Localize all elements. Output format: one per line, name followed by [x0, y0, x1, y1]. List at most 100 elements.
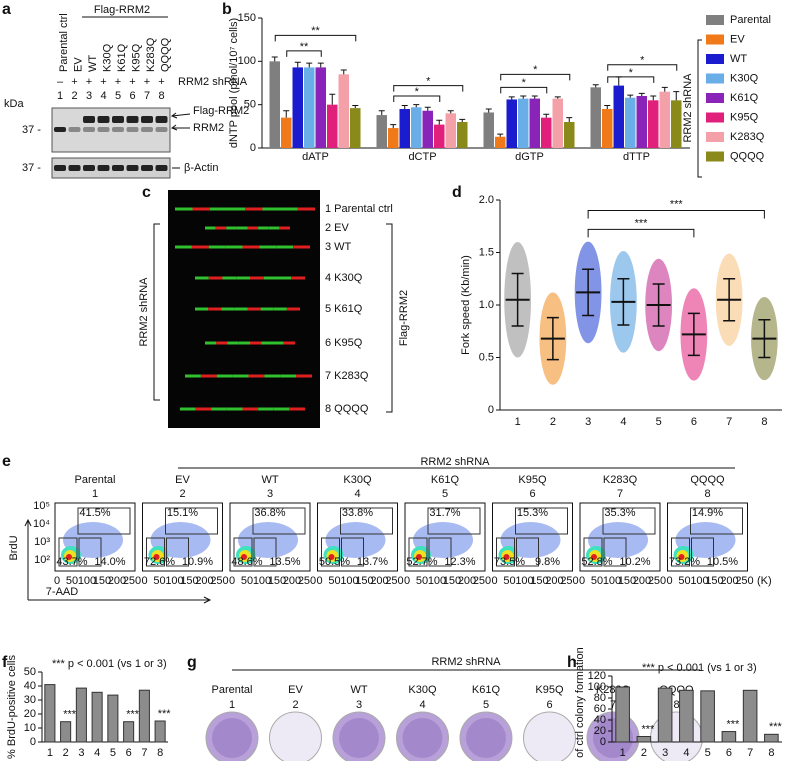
header: Flag-RRM2 [94, 4, 150, 16]
error-bar [592, 84, 599, 88]
legend-label: K61Q [730, 92, 759, 104]
bar [138, 689, 150, 743]
x-tick-label: 200 [545, 575, 563, 587]
error-bar [604, 105, 611, 109]
x-tick-label: 250 [648, 575, 666, 587]
well-number: 7 [610, 699, 616, 711]
band [112, 116, 124, 123]
x-tick-label: 200 [108, 575, 126, 587]
bar-label: *** [126, 709, 140, 721]
gate [252, 507, 306, 535]
x-tick-label: 0 [404, 575, 410, 587]
y-tick-label: 1.0 [479, 299, 494, 311]
gate [427, 507, 481, 535]
x-tick-label: 4 [683, 747, 689, 759]
bar [615, 686, 630, 743]
gate [408, 537, 428, 567]
gate-percent: 50.5% [319, 556, 350, 568]
bar [315, 67, 327, 148]
x-tick-label: 250 [123, 575, 141, 587]
flow-cloud [66, 554, 72, 560]
title: RRM2 shRNA [431, 656, 501, 668]
x-tick-label: 100 [428, 575, 446, 587]
bar [541, 117, 552, 148]
shrna-sign: + [100, 76, 106, 88]
x-tick-label: 3 [662, 747, 668, 759]
band [83, 116, 95, 123]
x-tick-label: 8 [768, 747, 774, 759]
bar [613, 85, 624, 148]
x-tick-label: 200 [283, 575, 301, 587]
y-tick-label: 10⁵ [33, 500, 50, 512]
bar [483, 112, 494, 148]
gate [671, 537, 690, 567]
x-tick-label: 200 [633, 575, 651, 587]
y-tick-label: 0.5 [479, 351, 494, 363]
error-bar [459, 118, 466, 122]
significance: * [640, 55, 645, 67]
well-name: WT [350, 684, 367, 696]
x-tick-label: 50 [416, 575, 428, 587]
bar [517, 98, 529, 148]
gate [690, 507, 743, 535]
marker: 37 - [22, 124, 41, 136]
significance: *** [670, 198, 684, 210]
x-unit: (K) [757, 575, 772, 587]
bar [280, 117, 292, 148]
legend-label: K30Q [730, 72, 759, 84]
lane-number: 1 [57, 90, 63, 102]
well-name: K95Q [535, 684, 564, 696]
x-tick-label: dATP [302, 151, 329, 163]
shrna-sign: + [144, 76, 150, 88]
well-name: EV [288, 684, 303, 696]
legend-swatch [706, 151, 724, 162]
band [155, 127, 168, 132]
y-axis-label: % BrdU-positive cells [6, 655, 18, 759]
panel-label: g [187, 654, 197, 671]
gate-percent: 14.9% [692, 507, 723, 519]
lane-number: 2 [71, 90, 77, 102]
sd-bar [582, 268, 595, 317]
x-tick-label: 50 [328, 575, 340, 587]
significance: *** [635, 217, 649, 229]
significance: * [629, 67, 634, 79]
error-bar [520, 95, 527, 99]
sd-bar [723, 278, 736, 322]
gate-percent: 35.3% [604, 507, 635, 519]
error-bar [531, 95, 538, 99]
x-tick-label: 50 [66, 575, 78, 587]
error-bar [638, 92, 645, 96]
legend-label: WT [730, 53, 747, 65]
legend-group: RRM2 shRNA [682, 73, 694, 143]
bar [742, 689, 758, 743]
sd-bar [511, 272, 524, 327]
well-number: 1 [229, 699, 235, 711]
plot-number: 8 [704, 488, 710, 500]
bar-label: *** [63, 709, 77, 721]
y-tick-label: 1.5 [479, 246, 494, 258]
error-bar [352, 105, 359, 109]
y-tick-label: 80 [594, 692, 606, 704]
shrna-label: RRM2 shRNA [178, 76, 248, 88]
significance-bracket [393, 95, 441, 102]
band [126, 165, 139, 171]
bar [350, 108, 361, 148]
well-number: 3 [356, 699, 362, 711]
well-number: 5 [483, 699, 489, 711]
sd-bar [687, 312, 700, 357]
x-tick-label: 3 [585, 416, 591, 428]
lane-label: K95Q [130, 43, 142, 72]
error-bar [627, 94, 634, 98]
y-tick-label: 60 [594, 703, 606, 715]
flow-cloud [678, 554, 685, 560]
x-tick-label: 150 [93, 575, 111, 587]
bar-label: *** [769, 721, 783, 733]
gate [516, 537, 539, 567]
gate [583, 537, 603, 567]
gate-percent: 36.8% [254, 507, 285, 519]
bar [107, 694, 119, 743]
significance: ** [311, 25, 320, 37]
axis-arrow [28, 596, 212, 604]
band [68, 127, 81, 132]
